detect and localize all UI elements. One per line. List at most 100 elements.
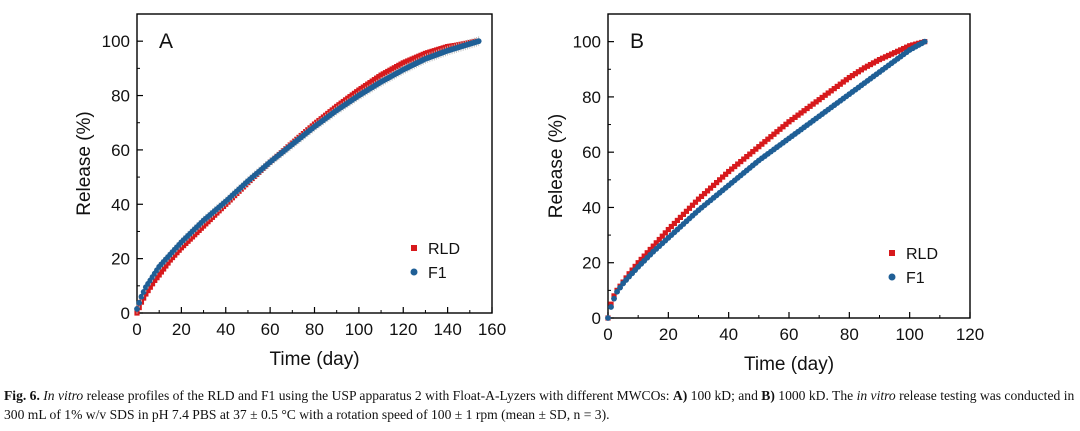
data-point-rld bbox=[659, 233, 665, 239]
data-point-rld bbox=[674, 217, 680, 224]
data-point-rld bbox=[801, 108, 807, 114]
data-point-f1 bbox=[605, 315, 611, 321]
data-point-rld bbox=[644, 250, 650, 256]
data-point-rld bbox=[849, 73, 855, 79]
data-point-rld bbox=[786, 119, 792, 125]
legend-marker-rld bbox=[889, 250, 895, 256]
series-rld bbox=[605, 39, 928, 321]
x-tick-label: 20 bbox=[659, 325, 678, 344]
legend: RLD F1 bbox=[888, 246, 938, 287]
figure-charts: 0 20 40 60 80 100 120 140 160 0 20 40 60 80 100 Time (d… bbox=[74, 13, 984, 375]
data-point-rld bbox=[147, 284, 153, 290]
caption-segment: release profiles of the RLD and F1 using… bbox=[83, 388, 673, 403]
data-point-rld bbox=[783, 121, 789, 127]
y-tick-label: 0 bbox=[121, 304, 130, 323]
data-point-rld bbox=[692, 199, 699, 205]
data-point-rld bbox=[762, 139, 768, 145]
data-point-rld bbox=[885, 52, 892, 59]
data-point-rld bbox=[774, 129, 780, 135]
data-point-rld bbox=[729, 166, 735, 172]
legend-marker-rld bbox=[411, 245, 417, 251]
data-point-rld bbox=[753, 146, 759, 152]
chart-panel-a: 0 20 40 60 80 100 120 140 160 0 20 40 60 80 100 Time (d… bbox=[74, 13, 506, 370]
data-point-rld bbox=[653, 240, 659, 246]
data-point-rld bbox=[816, 97, 822, 103]
data-point-f1 bbox=[617, 284, 623, 291]
x-tick-label: 0 bbox=[132, 320, 141, 339]
data-point-rld bbox=[744, 154, 750, 160]
data-point-rld bbox=[641, 253, 647, 259]
x-tick-label: 80 bbox=[840, 325, 859, 344]
data-point-rld bbox=[771, 131, 777, 137]
caption-segment: B) bbox=[761, 388, 775, 403]
y-tick-label: 40 bbox=[111, 195, 130, 214]
data-point-rld bbox=[846, 74, 852, 81]
data-point-rld bbox=[910, 42, 916, 48]
legend-label-rld: RLD bbox=[428, 241, 460, 258]
data-point-rld bbox=[828, 88, 834, 94]
data-point-rld bbox=[668, 223, 674, 230]
y-tick-label: 60 bbox=[582, 143, 601, 162]
data-point-rld bbox=[632, 263, 638, 270]
data-point-rld bbox=[695, 196, 702, 202]
data-point-rld bbox=[738, 158, 744, 165]
data-point-rld bbox=[795, 112, 801, 118]
data-point-rld bbox=[747, 151, 753, 157]
data-point-rld bbox=[825, 90, 831, 96]
data-point-f1 bbox=[138, 293, 145, 300]
y-axis-title: Release (%) bbox=[546, 114, 567, 219]
data-point-rld bbox=[723, 171, 729, 177]
y-tick-label: 0 bbox=[592, 309, 601, 328]
data-point-rld bbox=[756, 144, 762, 150]
x-tick-label: 60 bbox=[261, 320, 280, 339]
caption-segment: 100 kD; and bbox=[687, 388, 762, 403]
data-point-f1 bbox=[140, 289, 147, 295]
data-point-rld bbox=[726, 168, 732, 175]
data-point-rld bbox=[870, 60, 877, 66]
x-tick-label: 40 bbox=[216, 320, 235, 339]
data-point-rld bbox=[798, 110, 804, 116]
data-point-rld bbox=[701, 191, 708, 197]
data-point-rld bbox=[149, 281, 156, 287]
data-point-rld bbox=[898, 47, 904, 53]
legend-label-rld: RLD bbox=[906, 246, 938, 263]
data-point-rld bbox=[720, 174, 726, 180]
y-tick-label: 60 bbox=[111, 141, 130, 160]
data-point-rld bbox=[861, 65, 868, 71]
y-tick-label: 40 bbox=[582, 198, 601, 217]
legend-marker-f1 bbox=[410, 268, 418, 276]
data-point-rld bbox=[704, 188, 711, 194]
x-tick-label: 120 bbox=[389, 320, 417, 339]
data-point-f1 bbox=[475, 38, 482, 45]
data-point-rld bbox=[855, 69, 861, 75]
x-tick-label: 40 bbox=[719, 325, 738, 344]
data-point-rld bbox=[145, 287, 151, 294]
data-point-rld bbox=[665, 226, 671, 233]
data-point-f1 bbox=[136, 299, 143, 306]
x-tick-label: 100 bbox=[345, 320, 373, 339]
legend-label-f1: F1 bbox=[906, 270, 925, 287]
data-point-rld bbox=[635, 260, 641, 266]
data-point-rld bbox=[714, 179, 720, 186]
data-point-rld bbox=[895, 48, 901, 54]
x-tick-label: 80 bbox=[305, 320, 324, 339]
data-point-rld bbox=[831, 86, 837, 92]
x-tick-label: 100 bbox=[895, 325, 923, 344]
x-axis-title: Time (day) bbox=[744, 354, 834, 375]
y-tick-label: 20 bbox=[582, 254, 601, 273]
data-point-rld bbox=[904, 44, 910, 50]
data-point-rld bbox=[156, 272, 162, 278]
data-point-rld bbox=[154, 275, 160, 281]
y-tick-label: 80 bbox=[582, 88, 601, 107]
legend-label-f1: F1 bbox=[428, 265, 447, 282]
data-point-rld bbox=[792, 114, 798, 120]
y-tick-label: 20 bbox=[111, 250, 130, 269]
data-point-rld bbox=[768, 134, 774, 140]
data-point-rld bbox=[834, 83, 840, 90]
data-point-rld bbox=[647, 246, 653, 253]
data-point-rld bbox=[671, 220, 677, 227]
data-point-f1 bbox=[134, 306, 140, 312]
data-point-rld bbox=[879, 55, 886, 61]
caption-segment: release testing was conducted in 300 mL … bbox=[4, 388, 1075, 422]
data-point-f1 bbox=[611, 295, 617, 302]
